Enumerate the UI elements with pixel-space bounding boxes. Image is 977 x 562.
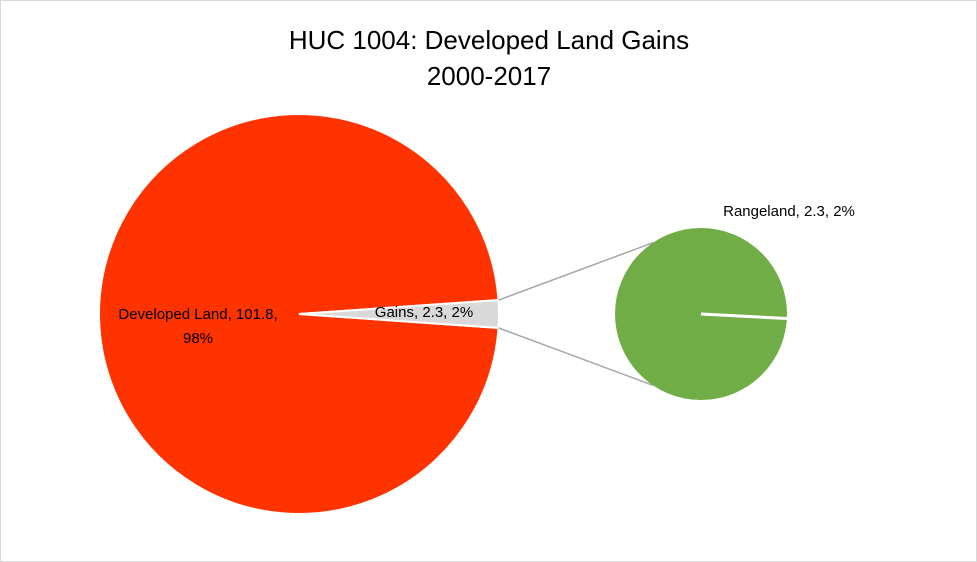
data-label-developed-land-line1: Developed Land, 101.8, xyxy=(118,306,277,323)
connector-line-top xyxy=(498,241,654,301)
chart-title: HUC 1004: Developed Land Gains xyxy=(289,25,689,55)
slice-border xyxy=(700,312,787,320)
secondary-pie xyxy=(615,228,787,400)
connector-lines xyxy=(498,241,654,387)
main-pie xyxy=(98,113,500,515)
pie-slice-developed-land xyxy=(98,113,500,515)
data-label-gains: Gains, 2.3, 2% xyxy=(375,304,473,321)
data-label-developed-land-line2: 98% xyxy=(183,330,213,347)
chart-subtitle: 2000-2017 xyxy=(427,61,551,91)
pie-slice-gains xyxy=(298,299,500,329)
connector-line-bottom xyxy=(498,327,654,387)
data-label-rangeland: Rangeland, 2.3, 2% xyxy=(723,203,855,220)
